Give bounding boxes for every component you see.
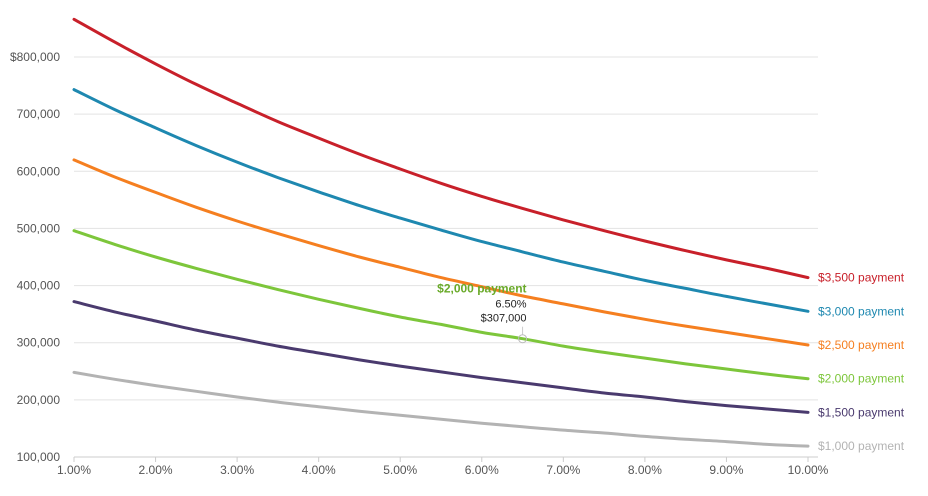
series-line[interactable] — [72, 158, 810, 347]
y-tick-label: 400,000 — [17, 279, 61, 293]
tooltip-marker[interactable] — [518, 334, 528, 344]
series-line[interactable] — [72, 370, 810, 448]
y-tick-label: 700,000 — [17, 107, 61, 121]
series-line[interactable] — [72, 17, 810, 280]
x-tick-label: 1.00% — [57, 463, 91, 477]
y-tick-label: $800,000 — [10, 50, 60, 64]
y-tick-label: 600,000 — [17, 164, 61, 178]
series-label: $2,500 payment — [818, 338, 905, 352]
series-labels: $3,500 payment $3,000 payment $2,500 payme… — [818, 271, 905, 454]
series-line[interactable] — [72, 300, 810, 414]
x-tick-label: 2.00% — [139, 463, 173, 477]
series-label: $3,000 payment — [818, 304, 905, 318]
series-line[interactable] — [72, 229, 810, 381]
grid — [74, 56, 818, 458]
x-tick-label: 9.00% — [709, 463, 743, 477]
tooltip-title: $2,000 payment — [437, 282, 526, 296]
tooltip-rate: 6.50% — [495, 299, 526, 311]
x-tick-label: 4.00% — [302, 463, 336, 477]
series-label: $1,000 payment — [818, 439, 905, 453]
series-lines — [72, 17, 810, 448]
tooltip-value: $307,000 — [481, 313, 527, 325]
x-tick-label: 10.00% — [788, 463, 829, 477]
series-label: $2,000 payment — [818, 372, 905, 386]
hover-tooltip: $2,000 payment 6.50% $307,000 — [437, 282, 528, 344]
y-tick-label: 300,000 — [17, 336, 61, 350]
y-tick-label: 500,000 — [17, 221, 61, 235]
x-axis: 1.00% 2.00% 3.00% 4.00% 5.00% 6.00% 7.00% 8.00%… — [57, 456, 829, 477]
y-axis: 100,000 200,000 300,000 400,000 500,000 600,0… — [10, 50, 60, 464]
y-tick-label: 200,000 — [17, 393, 61, 407]
x-tick-label: 7.00% — [546, 463, 580, 477]
y-tick-label: 100,000 — [17, 450, 61, 464]
x-tick-label: 6.00% — [465, 463, 499, 477]
x-tick-label: 3.00% — [220, 463, 254, 477]
x-tick-label: 5.00% — [383, 463, 417, 477]
series-label: $1,500 payment — [818, 405, 905, 419]
series-label: $3,500 payment — [818, 271, 905, 285]
series-line[interactable] — [72, 88, 810, 313]
x-tick-label: 8.00% — [628, 463, 662, 477]
